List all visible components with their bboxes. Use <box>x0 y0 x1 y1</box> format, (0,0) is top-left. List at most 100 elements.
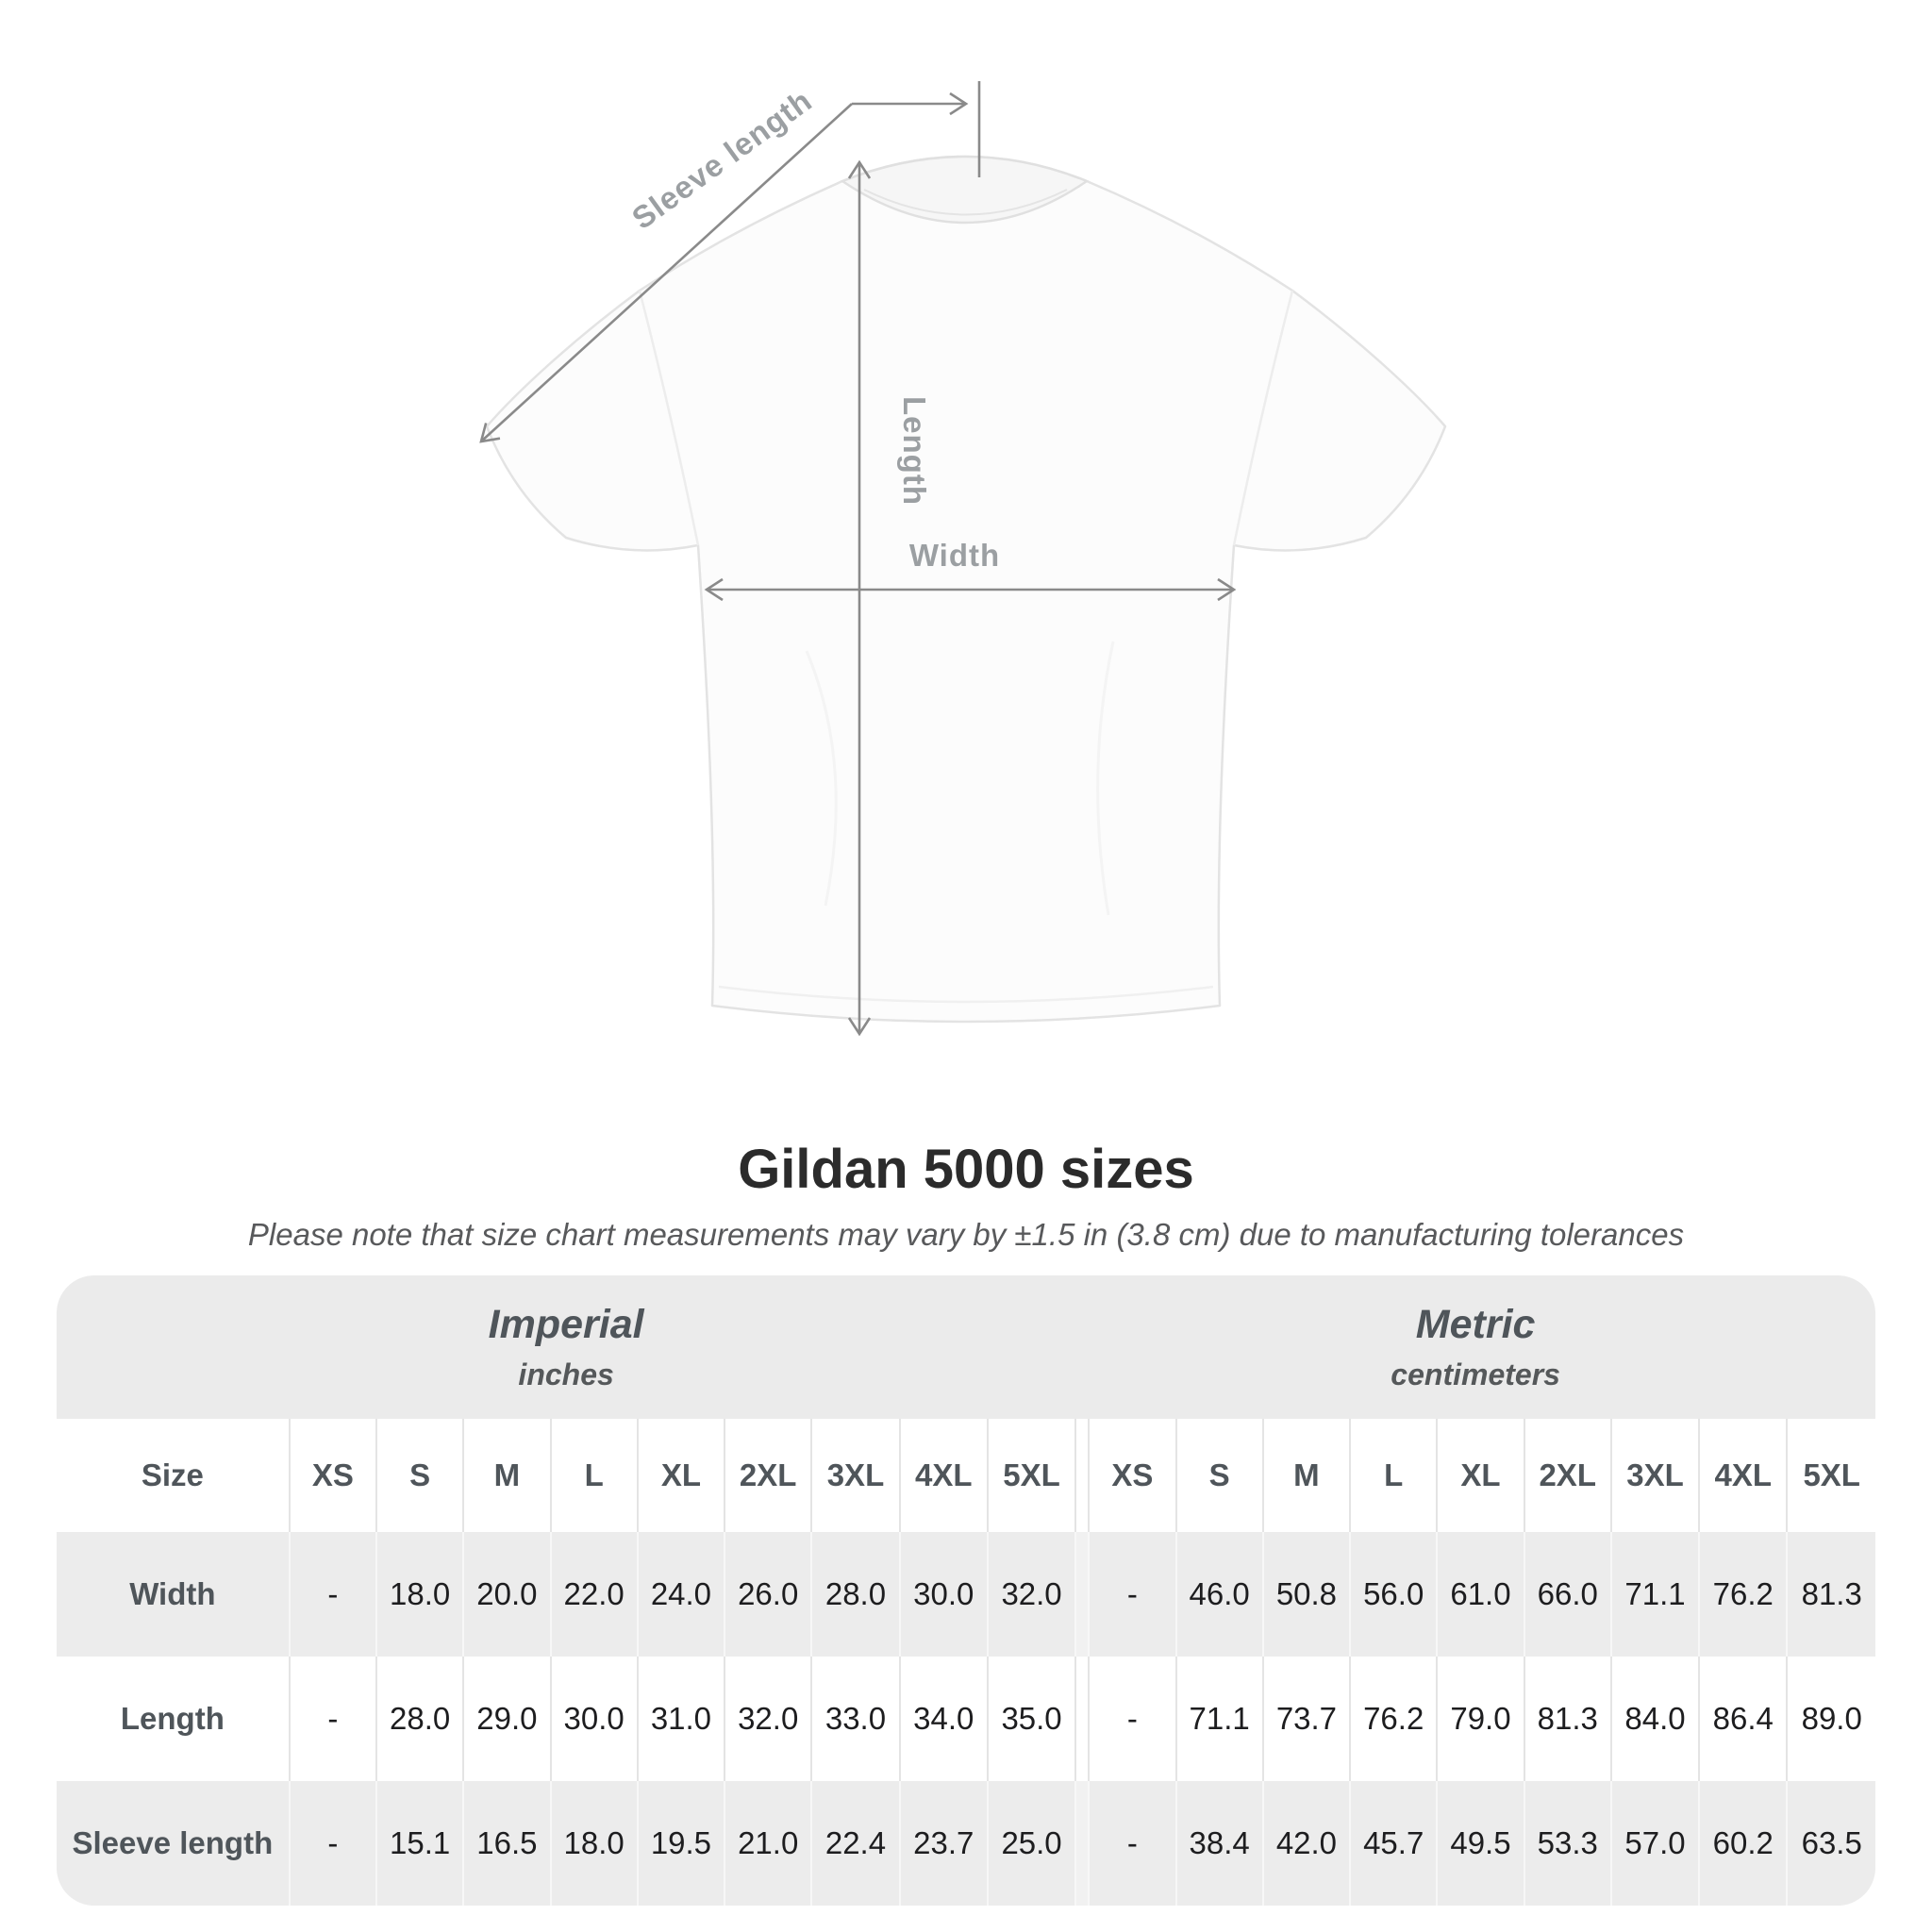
value-cell: 26.0 <box>724 1532 812 1657</box>
value-cell: 53.3 <box>1523 1781 1611 1906</box>
size-header-xl: XL <box>636 1419 725 1532</box>
value-cell: 49.5 <box>1436 1781 1524 1906</box>
group-divider <box>1074 1419 1090 1532</box>
size-header-2xl: 2XL <box>724 1419 812 1532</box>
value-cell: 60.2 <box>1698 1781 1788 1906</box>
tshirt-diagram-svg: Sleeve length Length Width <box>479 81 1447 1037</box>
value-cell: 31.0 <box>636 1657 725 1781</box>
value-cell: 73.7 <box>1261 1657 1351 1781</box>
size-header-l: L <box>549 1419 638 1532</box>
value-cell: 38.4 <box>1174 1781 1263 1906</box>
unit-group-row: Imperial inches Metric centimeters <box>57 1275 1875 1419</box>
value-cell: 61.0 <box>1436 1532 1524 1657</box>
value-cell: 76.2 <box>1349 1657 1438 1781</box>
imperial-group-unit: inches <box>518 1357 614 1391</box>
value-cell: 63.5 <box>1786 1781 1875 1906</box>
value-cell: 30.0 <box>549 1657 638 1781</box>
value-cell: - <box>288 1532 376 1657</box>
value-cell: 45.7 <box>1349 1781 1438 1906</box>
size-header-5xl: 5XL <box>986 1419 1076 1532</box>
size-header-xs: XS <box>288 1419 376 1532</box>
value-cell: - <box>1088 1532 1176 1657</box>
size-header-s: S <box>1174 1419 1263 1532</box>
value-cell: 81.3 <box>1523 1657 1611 1781</box>
size-header-3xl: 3XL <box>1609 1419 1700 1532</box>
imperial-group-label: Imperial <box>488 1302 644 1347</box>
value-cell: - <box>1088 1781 1176 1906</box>
value-cell: 28.0 <box>810 1532 900 1657</box>
value-cell: 50.8 <box>1261 1532 1351 1657</box>
metric-group-unit: centimeters <box>1391 1357 1560 1391</box>
size-table: Imperial inches Metric centimeters Size … <box>57 1275 1875 1906</box>
size-header-m: M <box>462 1419 551 1532</box>
size-header-m: M <box>1261 1419 1351 1532</box>
value-cell: 32.0 <box>986 1532 1076 1657</box>
value-cell: 20.0 <box>462 1532 551 1657</box>
row-label: Length <box>57 1657 290 1781</box>
size-header-4xl: 4XL <box>898 1419 988 1532</box>
imperial-group-header: Imperial inches <box>57 1275 1076 1419</box>
value-cell: 22.4 <box>810 1781 900 1906</box>
tshirt-measurement-diagram: Sleeve length Length Width <box>479 81 1447 1037</box>
size-header-2xl: 2XL <box>1523 1419 1611 1532</box>
value-cell: 18.0 <box>549 1781 638 1906</box>
size-header-5xl: 5XL <box>1786 1419 1875 1532</box>
table-row-width: Width - 18.0 20.0 22.0 24.0 26.0 28.0 30… <box>57 1532 1875 1657</box>
value-cell: - <box>1088 1657 1176 1781</box>
value-cell: 66.0 <box>1523 1532 1611 1657</box>
value-cell: 84.0 <box>1609 1657 1700 1781</box>
tolerance-note: Please note that size chart measurements… <box>247 1217 1685 1252</box>
size-column-header: Size <box>57 1419 290 1532</box>
measurement-lines <box>479 81 1237 1037</box>
value-cell: 56.0 <box>1349 1532 1438 1657</box>
value-cell: 30.0 <box>898 1532 988 1657</box>
value-cell: 24.0 <box>636 1532 725 1657</box>
value-cell: 57.0 <box>1609 1781 1700 1906</box>
metric-group-header: Metric centimeters <box>1075 1275 1875 1419</box>
value-cell: 15.1 <box>375 1781 464 1906</box>
value-cell: 46.0 <box>1174 1532 1263 1657</box>
metric-group-label: Metric <box>1415 1302 1536 1347</box>
group-divider <box>1074 1781 1090 1906</box>
table-row-length: Length - 28.0 29.0 30.0 31.0 32.0 33.0 3… <box>57 1657 1875 1781</box>
value-cell: 79.0 <box>1436 1657 1524 1781</box>
size-header-4xl: 4XL <box>1698 1419 1788 1532</box>
size-header-s: S <box>375 1419 464 1532</box>
value-cell: - <box>288 1781 376 1906</box>
value-cell: 42.0 <box>1261 1781 1351 1906</box>
size-table-container: Imperial inches Metric centimeters Size … <box>57 1275 1875 1906</box>
value-cell: 16.5 <box>462 1781 551 1906</box>
value-cell: 19.5 <box>636 1781 725 1906</box>
sleeve-length-arrow <box>479 103 853 443</box>
row-label: Width <box>57 1532 290 1657</box>
size-header-3xl: 3XL <box>810 1419 900 1532</box>
value-cell: 22.0 <box>549 1532 638 1657</box>
value-cell: - <box>288 1657 376 1781</box>
value-cell: 35.0 <box>986 1657 1076 1781</box>
value-cell: 81.3 <box>1786 1532 1875 1657</box>
value-cell: 18.0 <box>375 1532 464 1657</box>
group-divider <box>1074 1532 1090 1657</box>
value-cell: 21.0 <box>724 1781 812 1906</box>
value-cell: 33.0 <box>810 1657 900 1781</box>
value-cell: 89.0 <box>1786 1657 1875 1781</box>
value-cell: 32.0 <box>724 1657 812 1781</box>
size-header-l: L <box>1349 1419 1438 1532</box>
value-cell: 23.7 <box>898 1781 988 1906</box>
size-header-xl: XL <box>1436 1419 1524 1532</box>
value-cell: 34.0 <box>898 1657 988 1781</box>
group-divider <box>1074 1657 1090 1781</box>
value-cell: 25.0 <box>986 1781 1076 1906</box>
row-label: Sleeve length <box>57 1781 290 1906</box>
size-header-row: Size XS S M L XL 2XL 3XL 4XL 5XL XS S M … <box>57 1419 1875 1532</box>
value-cell: 28.0 <box>375 1657 464 1781</box>
size-header-xs: XS <box>1088 1419 1176 1532</box>
length-label: Length <box>897 396 932 506</box>
value-cell: 86.4 <box>1698 1657 1788 1781</box>
width-label: Width <box>909 538 1000 573</box>
value-cell: 29.0 <box>462 1657 551 1781</box>
value-cell: 71.1 <box>1609 1532 1700 1657</box>
value-cell: 71.1 <box>1174 1657 1263 1781</box>
table-row-sleeve-length: Sleeve length - 15.1 16.5 18.0 19.5 21.0… <box>57 1781 1875 1906</box>
